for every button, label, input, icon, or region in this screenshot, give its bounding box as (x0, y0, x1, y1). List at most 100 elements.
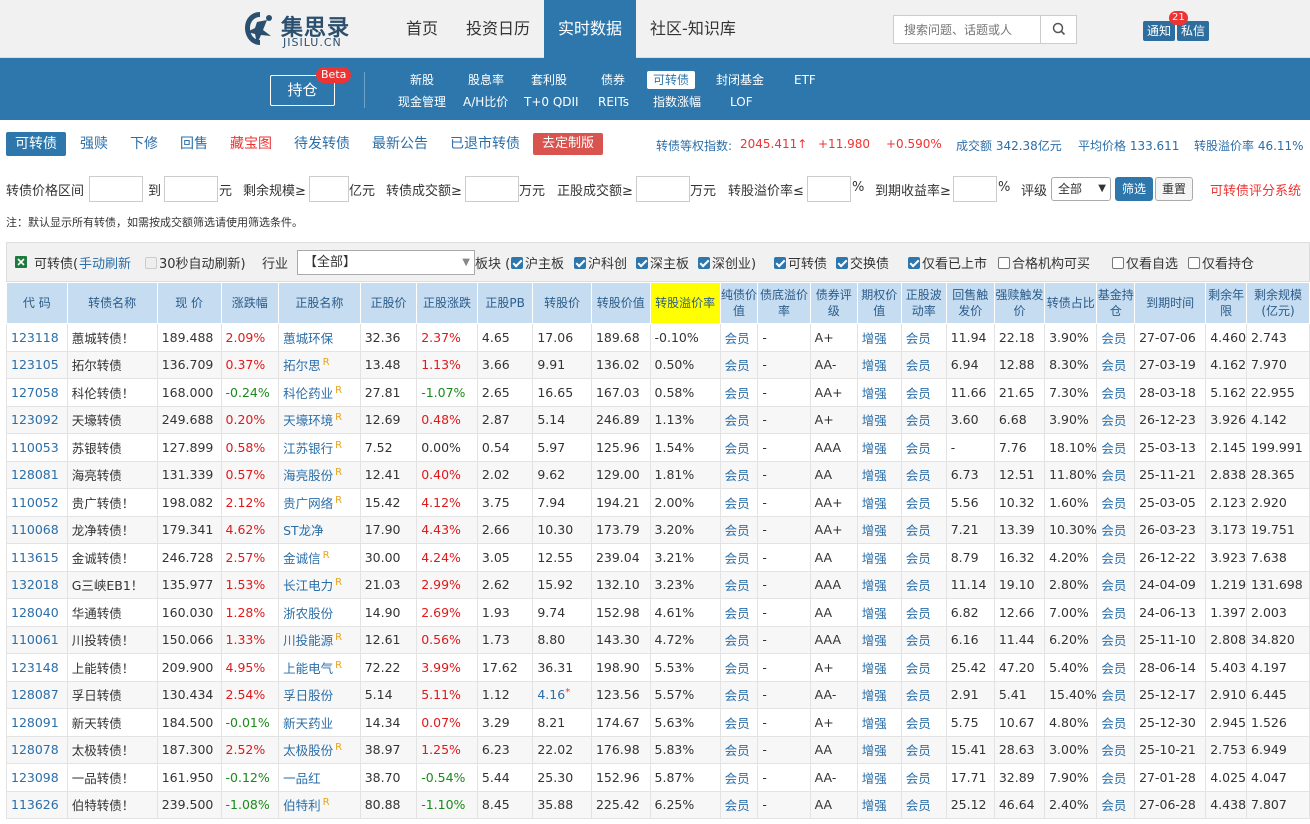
bond-code-link[interactable]: 110068 (11, 522, 59, 538)
volatility-link[interactable]: 会员 (905, 605, 931, 621)
price-min-input[interactable] (89, 176, 143, 202)
volatility-link[interactable]: 会员 (905, 633, 931, 649)
table-row[interactable]: 128087 孚日转债 130.434 2.54% 孚日股份 5.14 5.11% 1.12 4… (6, 680, 1310, 709)
column-header[interactable]: 正股名称 (278, 282, 361, 324)
option-value-link[interactable]: 增强 (861, 330, 887, 346)
bond-value-link[interactable]: 会员 (724, 440, 750, 456)
column-header[interactable]: 代 码 (6, 282, 68, 324)
bond-value-link[interactable]: 会员 (724, 495, 750, 511)
fund-holding-link[interactable]: 会员 (1101, 550, 1127, 566)
premium-input[interactable] (807, 176, 851, 202)
column-header[interactable]: 现 价 (156, 282, 222, 324)
subnav-dividend[interactable]: 股息率 (468, 73, 505, 87)
subnav-cash[interactable]: 现金管理 (398, 95, 447, 109)
bond-code-link[interactable]: 110053 (11, 439, 59, 455)
bond-code-link[interactable]: 123148 (11, 659, 59, 675)
fund-holding-link[interactable]: 会员 (1101, 633, 1127, 649)
volatility-link[interactable]: 会员 (905, 688, 931, 704)
search-button[interactable] (1040, 16, 1076, 43)
filter-button[interactable]: 筛选 (1115, 177, 1154, 201)
table-row[interactable]: 110061 川投转债！ 150.066 1.33% 川投能源 R 12.61 0.56% 1.… (6, 625, 1310, 654)
fund-holding-link[interactable]: 会员 (1101, 358, 1127, 374)
fund-holding-link[interactable]: 会员 (1101, 495, 1127, 511)
notify-button[interactable]: 通知 (1143, 21, 1176, 41)
stock-name-link[interactable]: 孚日股份 (283, 688, 334, 704)
bond-code-link[interactable]: 113626 (11, 797, 59, 813)
column-header[interactable]: 涨跌幅 (220, 282, 280, 324)
bond-value-link[interactable]: 会员 (724, 578, 750, 594)
table-row[interactable]: 128078 太极转债！ 187.300 2.52% 太极股份 R 38.97 1.25% 6.… (6, 735, 1310, 764)
table-row[interactable]: 110052 贵广转债！ 198.082 2.12% 贵广网络 R 15.42 4.12% 3.… (6, 488, 1310, 517)
volatility-link[interactable]: 会员 (905, 743, 931, 759)
board-sz-main[interactable]: 深主板 (636, 253, 689, 272)
volatility-link[interactable]: 会员 (905, 358, 931, 374)
table-row[interactable]: 110053 苏银转债 127.899 0.58% 江苏银行 R 7.52 0.00% 0.54… (6, 433, 1310, 462)
stock-name-link[interactable]: 一品红 (283, 770, 321, 786)
table-row[interactable]: 123118 蕙城转债！ 189.488 2.09% 蕙城环保 32.36 2.37% 4.6… (6, 323, 1310, 352)
column-header[interactable]: 转债占比 (1044, 282, 1098, 324)
stock-name-link[interactable]: 伯特利 (283, 798, 321, 814)
subnav-etf[interactable]: ETF (794, 73, 816, 87)
volatility-link[interactable]: 会员 (905, 440, 931, 456)
stock-name-link[interactable]: 蕙城环保 (283, 330, 334, 346)
excel-icon[interactable] (14, 255, 28, 269)
stock-volume-input[interactable] (636, 176, 690, 202)
stock-name-link[interactable]: 新天药业 (283, 715, 334, 731)
bond-value-link[interactable]: 会员 (724, 413, 750, 429)
table-row[interactable]: 128040 华通转债 160.030 1.28% 浙农股份 14.90 2.69% 1.93… (6, 598, 1310, 627)
manual-refresh-link[interactable]: 手动刷新 (79, 257, 132, 272)
fund-holding-link[interactable]: 会员 (1101, 330, 1127, 346)
option-value-link[interactable]: 增强 (861, 495, 887, 511)
column-header[interactable]: 转股价值 (590, 282, 651, 324)
subnav-lof[interactable]: LOF (730, 95, 753, 109)
column-header[interactable]: 转债名称 (66, 282, 158, 324)
table-row[interactable]: 110068 龙净转债！ 179.341 4.62% ST龙净 17.90 4.43% 2.6… (6, 515, 1310, 544)
bond-value-link[interactable]: 会员 (724, 550, 750, 566)
board-sh-main[interactable]: 沪主板 (511, 253, 564, 272)
column-header[interactable]: 转股溢价率 (649, 282, 721, 324)
rating-select[interactable]: 全部 ▼ (1051, 177, 1111, 201)
column-header[interactable]: 纯债价值 (719, 282, 759, 324)
bond-code-link[interactable]: 110061 (11, 632, 59, 648)
table-row[interactable]: 128091 新天转债 184.500 -0.01% 新天药业 14.34 0.07% 3.2… (6, 708, 1310, 737)
bond-value-link[interactable]: 会员 (724, 743, 750, 759)
stock-name-link[interactable]: 天壕环境 (283, 413, 334, 429)
volatility-link[interactable]: 会员 (905, 385, 931, 401)
message-button[interactable]: 私信 (1177, 21, 1210, 41)
column-header[interactable]: 正股价 (359, 282, 418, 324)
bond-value-link[interactable]: 会员 (724, 798, 750, 814)
column-header[interactable]: 到期时间 (1134, 282, 1207, 324)
holdings-button[interactable]: 持仓 (270, 75, 335, 106)
volatility-link[interactable]: 会员 (905, 660, 931, 676)
table-row[interactable]: 128081 海亮转债 131.339 0.57% 海亮股份 R 12.41 0.40% 2.0… (6, 460, 1310, 489)
fund-holding-link[interactable]: 会员 (1101, 660, 1127, 676)
fund-holding-link[interactable]: 会员 (1101, 413, 1127, 429)
option-value-link[interactable]: 增强 (861, 688, 887, 704)
column-header[interactable]: 正股涨跌 (416, 282, 478, 324)
column-header[interactable]: 期权价值 (856, 282, 902, 324)
option-value-link[interactable]: 增强 (861, 440, 887, 456)
stock-name-link[interactable]: 科伦药业 (283, 385, 334, 401)
bond-code-link[interactable]: 110052 (11, 494, 59, 510)
bond-code-link[interactable]: 123098 (11, 769, 59, 785)
column-header[interactable]: 基金持仓 (1096, 282, 1136, 324)
bond-code-link[interactable]: 128081 (11, 467, 59, 483)
price-max-input[interactable] (164, 176, 218, 202)
option-value-link[interactable]: 增强 (861, 798, 887, 814)
tab-announcements[interactable]: 最新公告 (372, 136, 428, 152)
volatility-link[interactable]: 会员 (905, 495, 931, 511)
fund-holding-link[interactable]: 会员 (1101, 770, 1127, 786)
volatility-link[interactable]: 会员 (905, 715, 931, 731)
bond-code-link[interactable]: 128040 (11, 604, 59, 620)
option-value-link[interactable]: 增强 (861, 660, 887, 676)
filter-convertible[interactable]: 可转债 (774, 253, 827, 272)
bond-value-link[interactable]: 会员 (724, 770, 750, 786)
table-row[interactable]: 113615 金诚转债！ 246.728 2.57% 金诚信 R 30.00 4.24% 3.0… (6, 543, 1310, 572)
volatility-link[interactable]: 会员 (905, 798, 931, 814)
subnav-closed-fund[interactable]: 封闭基金 (716, 73, 765, 87)
option-value-link[interactable]: 增强 (861, 523, 887, 539)
stock-name-link[interactable]: 金诚信 (283, 550, 321, 566)
tab-putback[interactable]: 回售 (180, 136, 208, 152)
fund-holding-link[interactable]: 会员 (1101, 578, 1127, 594)
column-header[interactable]: 转股价 (532, 282, 592, 324)
